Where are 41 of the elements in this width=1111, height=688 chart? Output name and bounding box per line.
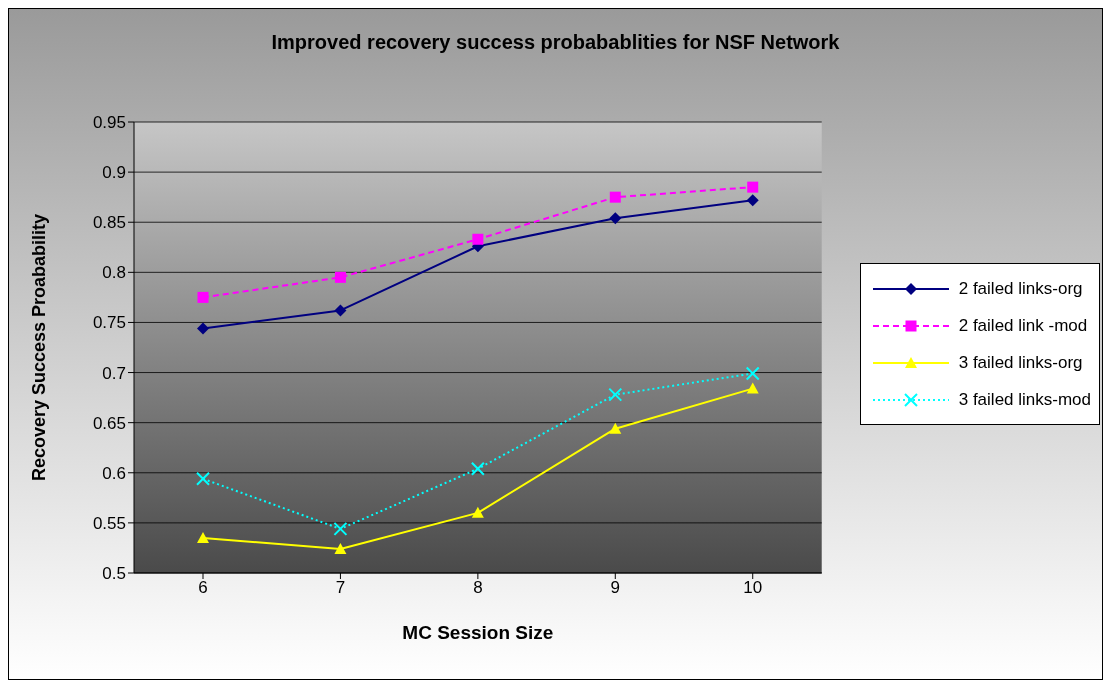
point — [334, 304, 347, 317]
point — [472, 233, 484, 245]
point — [197, 531, 209, 543]
point — [745, 366, 760, 381]
y-tick-label: 0.7 — [102, 363, 126, 383]
point — [746, 194, 759, 207]
point — [197, 291, 209, 303]
point — [746, 382, 759, 394]
point — [609, 191, 621, 203]
x-tick-label: 8 — [473, 578, 483, 598]
y-tick-label: 0.75 — [92, 313, 126, 333]
point — [334, 542, 347, 554]
point — [609, 212, 622, 225]
y-tick-label: 0.95 — [92, 113, 126, 133]
y-tick-label: 0.55 — [92, 513, 126, 533]
chart-title: Improved recovery success probabablities for NSF Network — [270, 31, 841, 54]
point — [334, 271, 346, 283]
legend-label: 3 failed links-mod — [958, 389, 1091, 410]
x-tick-label: 9 — [610, 578, 621, 598]
x-tick-label: 6 — [198, 578, 208, 598]
point — [471, 506, 484, 518]
point — [196, 471, 210, 486]
x-tick-label: 7 — [335, 578, 346, 598]
legend-label: 3 failed links-org — [958, 352, 1083, 373]
y-tick-label: 0.5 — [102, 564, 126, 584]
y-tick-label: 0.65 — [92, 413, 126, 433]
point — [333, 521, 348, 536]
legend-label: 2 failed links-org — [958, 278, 1083, 299]
point — [609, 422, 622, 434]
y-tick-label: 0.85 — [92, 213, 126, 233]
point — [197, 322, 209, 335]
point — [747, 181, 759, 193]
y-tick-label: 0.6 — [102, 463, 126, 483]
legend-label: 2 failed link -mod — [958, 315, 1088, 336]
y-tick-label: 0.8 — [102, 263, 126, 283]
y-axis-title: Recovery Success Proabability — [29, 213, 50, 482]
point — [608, 387, 623, 402]
x-tick-label: 10 — [743, 578, 763, 598]
point — [470, 461, 485, 476]
x-axis-title: MC Session Size — [402, 622, 554, 643]
y-tick-label: 0.9 — [102, 163, 126, 183]
